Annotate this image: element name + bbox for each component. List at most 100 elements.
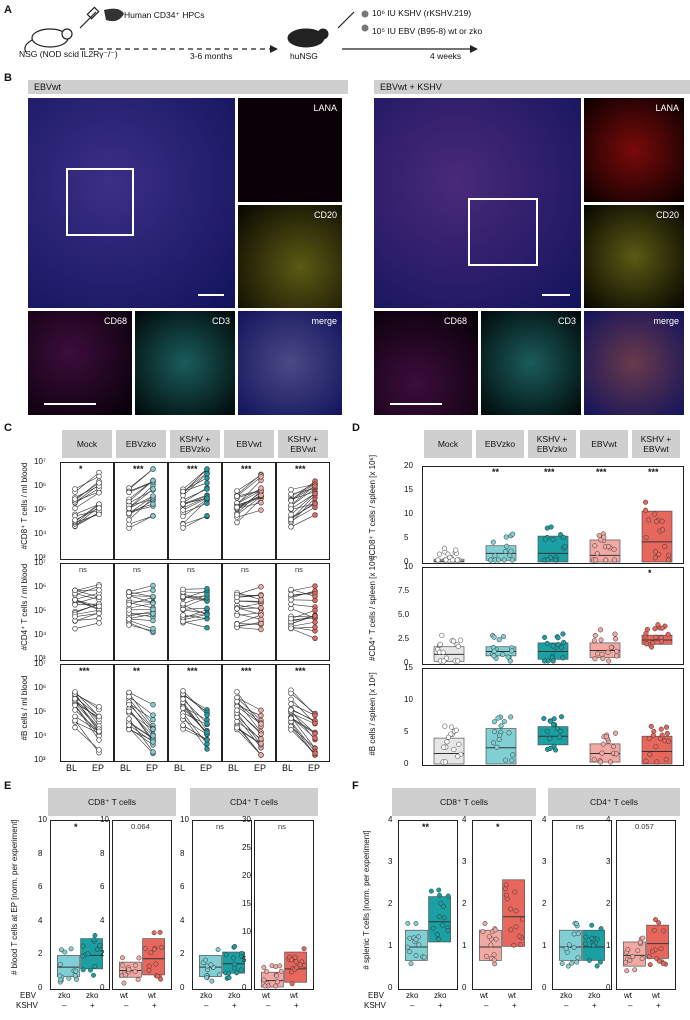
c-pair-line bbox=[128, 613, 154, 619]
c-paired-plot bbox=[114, 462, 168, 560]
point bbox=[88, 967, 93, 973]
point bbox=[85, 951, 91, 957]
point bbox=[649, 948, 655, 954]
point bbox=[261, 964, 267, 970]
d-point bbox=[665, 631, 671, 637]
c-ep-point bbox=[204, 471, 210, 477]
c-bl-point bbox=[126, 607, 132, 613]
point bbox=[289, 969, 294, 975]
d-group-header: EBVwt bbox=[580, 430, 628, 458]
point bbox=[421, 954, 427, 960]
point bbox=[264, 969, 269, 975]
d-point bbox=[562, 544, 568, 550]
d-point bbox=[653, 519, 659, 525]
c-ep-point bbox=[204, 720, 210, 727]
d-ylabel: #CD4⁺ T cells / spleen [x 10⁶] bbox=[368, 555, 377, 661]
point bbox=[216, 972, 222, 978]
point bbox=[624, 968, 630, 974]
d-ytick: 15 bbox=[404, 663, 413, 672]
c-pair-line bbox=[290, 585, 316, 592]
c-pair-line bbox=[236, 627, 262, 630]
c-ep-point bbox=[258, 707, 264, 713]
c-ep-point bbox=[258, 626, 264, 633]
e-box-plot bbox=[254, 820, 314, 990]
f-ytick: 4 bbox=[388, 815, 393, 824]
c-pair-line bbox=[290, 716, 316, 749]
c-pair-line bbox=[74, 603, 100, 606]
point bbox=[486, 934, 492, 940]
micrograph-cd3-right: CD3 bbox=[481, 311, 581, 415]
d-point bbox=[488, 557, 494, 563]
c-pair-line bbox=[128, 515, 154, 529]
c-ep-point bbox=[150, 486, 156, 492]
d-point bbox=[500, 651, 506, 657]
f-ytick: 1 bbox=[606, 941, 611, 950]
c-pair-line bbox=[128, 480, 154, 502]
point bbox=[57, 961, 63, 967]
c-bl-point bbox=[234, 488, 240, 494]
c-bl-point bbox=[288, 511, 294, 518]
c-plot-svg bbox=[288, 583, 318, 641]
c-bl-point bbox=[288, 524, 294, 530]
c-pair-line bbox=[128, 724, 154, 743]
c-xtick: BL bbox=[282, 763, 294, 773]
d-ytick: 5.0 bbox=[398, 610, 410, 619]
c-ep-point bbox=[258, 474, 264, 480]
point bbox=[301, 946, 307, 952]
c-ep-point bbox=[312, 490, 318, 497]
f-ylabel: # splenic T cells [norm. per experiment] bbox=[362, 830, 371, 970]
c-bl-point bbox=[72, 713, 78, 720]
c-pair-line bbox=[182, 488, 208, 501]
micrograph-cd68-left: CD68 bbox=[28, 311, 132, 415]
c-pair-line bbox=[128, 468, 154, 489]
c-bl-point bbox=[126, 616, 132, 622]
c-bl-point bbox=[180, 525, 186, 531]
c-ep-point bbox=[150, 582, 156, 589]
c-pair-line bbox=[290, 485, 316, 501]
c-ep-point bbox=[312, 593, 318, 599]
point bbox=[274, 973, 280, 979]
c-bl-point bbox=[126, 693, 132, 700]
c-paired-plot bbox=[222, 563, 276, 661]
e-ytick: 5 bbox=[242, 955, 247, 964]
c-bl-point bbox=[288, 696, 294, 703]
c-ep-point bbox=[96, 490, 102, 496]
f-ytick: 2 bbox=[462, 899, 467, 908]
c-bl-point bbox=[180, 722, 186, 728]
micrograph-main-left bbox=[28, 98, 235, 308]
point bbox=[58, 947, 64, 953]
d-ytick: 15 bbox=[404, 485, 413, 494]
c-bl-point bbox=[234, 594, 240, 601]
point bbox=[132, 969, 138, 975]
f-ytick: 0 bbox=[462, 983, 467, 992]
d-group-header: KSHV + EBVwt bbox=[632, 430, 680, 458]
d-point bbox=[542, 658, 548, 664]
c-bl-point bbox=[234, 493, 240, 499]
c-ep-point bbox=[150, 625, 156, 632]
c-pair-line bbox=[236, 701, 262, 733]
c-pair-line bbox=[290, 514, 316, 528]
d-point bbox=[491, 634, 497, 640]
d-point bbox=[491, 653, 497, 659]
c-pair-line bbox=[74, 721, 100, 734]
point bbox=[204, 975, 210, 981]
c-significance: ** bbox=[133, 666, 141, 676]
point bbox=[289, 981, 295, 987]
f-ytick: 2 bbox=[388, 899, 393, 908]
c-ep-point bbox=[96, 603, 102, 609]
d-point bbox=[550, 658, 556, 664]
c-group-header: EBVzko bbox=[116, 430, 166, 458]
d-point bbox=[510, 531, 516, 537]
c-pair-line bbox=[182, 495, 208, 506]
e-ytick: 8 bbox=[180, 848, 185, 858]
d-significance: *** bbox=[648, 467, 659, 477]
e-ytick: 0 bbox=[38, 983, 43, 992]
d-point bbox=[501, 719, 507, 725]
c-bl-point bbox=[234, 725, 240, 731]
mouse-icon bbox=[24, 28, 73, 53]
point bbox=[445, 927, 451, 933]
d-point bbox=[608, 644, 614, 650]
c-plot-svg bbox=[126, 466, 156, 531]
point bbox=[146, 967, 152, 973]
c-bl-point bbox=[72, 689, 78, 695]
